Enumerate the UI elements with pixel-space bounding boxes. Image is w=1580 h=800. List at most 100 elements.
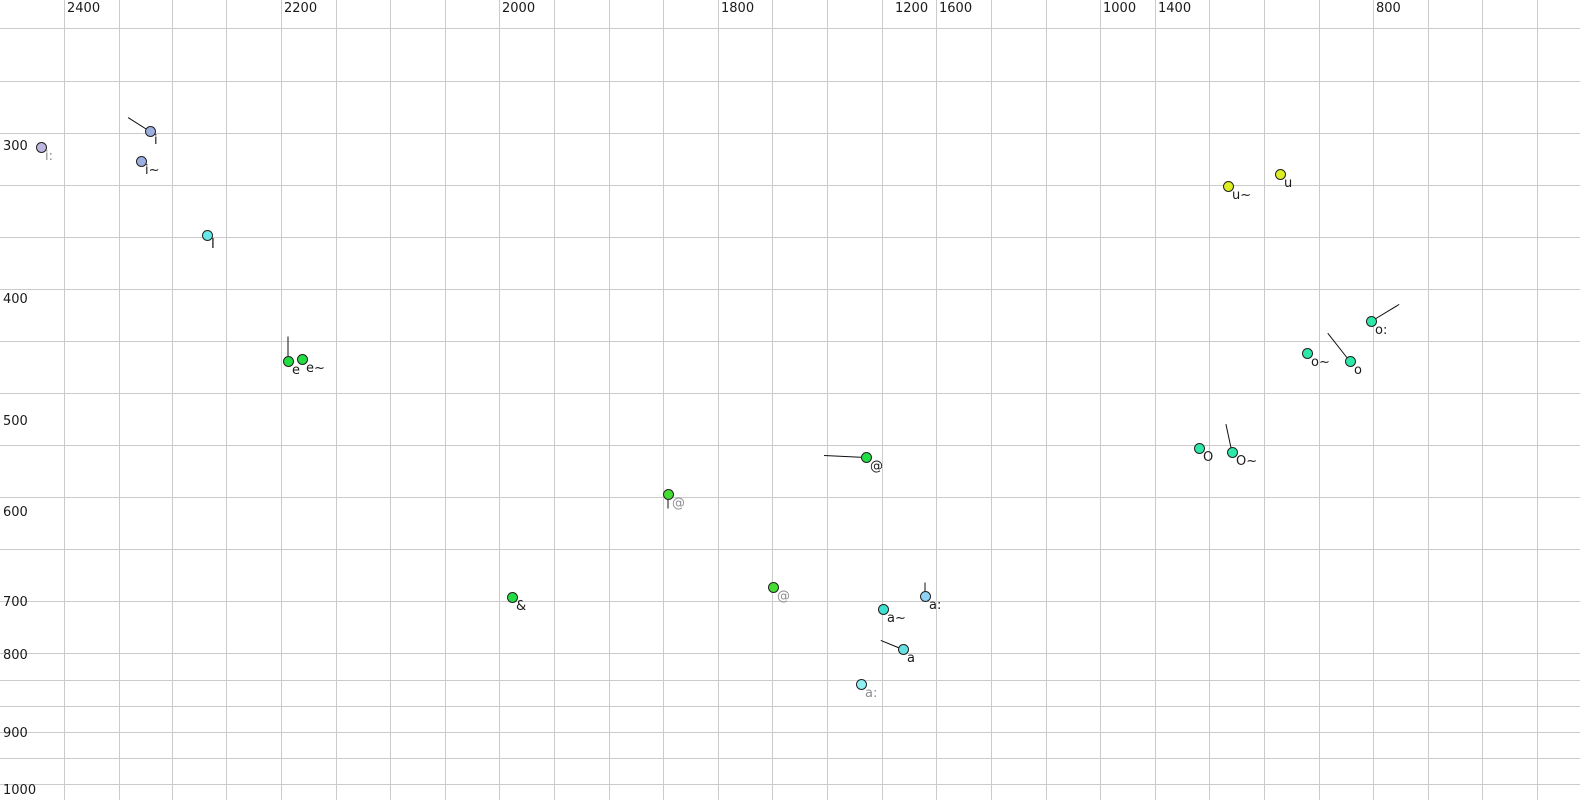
vowel-point-Onasal[interactable] xyxy=(1226,446,1238,458)
y-tick-label: 500 xyxy=(3,414,28,429)
gridline-vertical xyxy=(1209,0,1210,800)
gridline-vertical xyxy=(772,0,773,800)
vowel-point-along[interactable] xyxy=(919,590,931,602)
gridline-vertical xyxy=(609,0,610,800)
gridline-horizontal xyxy=(0,185,1580,186)
vowel-point-label: O xyxy=(1203,450,1214,465)
vowel-point-label: i~ xyxy=(145,163,160,178)
vowel-point-label: o: xyxy=(1375,323,1388,338)
x-tick-label: 1200 xyxy=(895,1,929,16)
vowel-point-anasal[interactable] xyxy=(877,603,889,615)
gridline-horizontal xyxy=(0,289,1580,290)
vowel-point-a[interactable] xyxy=(897,643,909,655)
x-tick-label: 1400 xyxy=(1158,1,1192,16)
gridline-vertical xyxy=(663,0,664,800)
gridline-vertical xyxy=(1100,0,1101,800)
gridline-vertical xyxy=(1482,0,1483,800)
gridline-vertical xyxy=(172,0,173,800)
vowel-point-label: i: xyxy=(45,149,53,164)
vowel-point-e[interactable] xyxy=(282,355,294,367)
vowel-point-label: O~ xyxy=(1236,454,1258,469)
vowel-point-I[interactable] xyxy=(201,229,213,241)
y-tick-label: 1000 xyxy=(3,783,37,798)
gridline-horizontal xyxy=(0,341,1580,342)
gridline-horizontal xyxy=(0,549,1580,550)
gridline-horizontal xyxy=(0,784,1580,785)
vowel-point-ae[interactable] xyxy=(506,591,518,603)
gridline-horizontal xyxy=(0,706,1580,707)
gridline-horizontal xyxy=(0,445,1580,446)
gridline-vertical xyxy=(390,0,391,800)
x-tick-label: 2000 xyxy=(502,1,536,16)
y-tick-label: 400 xyxy=(3,292,28,307)
vowel-point-inasal[interactable] xyxy=(135,155,147,167)
y-tick-label: 800 xyxy=(3,648,28,663)
vowel-point-label: @ xyxy=(870,459,883,474)
gridline-horizontal xyxy=(0,133,1580,134)
vowel-point-O[interactable] xyxy=(1193,442,1205,454)
gridline-vertical xyxy=(64,0,65,800)
vowel-point-label: I xyxy=(211,237,215,252)
vowel-point-ilong[interactable] xyxy=(35,141,47,153)
vowel-point-label: u xyxy=(1284,176,1293,191)
vowel-point-schwa[interactable] xyxy=(662,488,674,500)
gridline-vertical xyxy=(827,0,828,800)
x-tick-label: 1000 xyxy=(1103,1,1137,16)
gridline-horizontal xyxy=(0,680,1580,681)
x-tick-label: 2400 xyxy=(67,1,101,16)
gridline-vertical xyxy=(1046,0,1047,800)
gridline-vertical xyxy=(1155,0,1156,800)
gridline-horizontal xyxy=(0,393,1580,394)
vowel-point-onasal[interactable] xyxy=(1301,347,1313,359)
vowel-point-unasal[interactable] xyxy=(1222,180,1234,192)
vowel-point-enasal[interactable] xyxy=(296,353,308,365)
x-tick-label: 800 xyxy=(1376,1,1401,16)
gridline-horizontal xyxy=(0,497,1580,498)
vowel-point-i[interactable] xyxy=(144,125,156,137)
vowel-point-olong[interactable] xyxy=(1365,315,1377,327)
vowel-point-along[interactable] xyxy=(855,678,867,690)
vowel-point-label: @ xyxy=(777,589,790,604)
vowel-point-label: a: xyxy=(865,686,878,701)
vowel-point-label: o~ xyxy=(1311,355,1330,370)
x-tick-label: 2200 xyxy=(284,1,318,16)
point-trajectory-line xyxy=(823,455,867,458)
vowel-point-label: u~ xyxy=(1232,188,1252,203)
gridline-vertical xyxy=(1264,0,1265,800)
x-tick-label: 1800 xyxy=(721,1,755,16)
gridline-vertical xyxy=(119,0,120,800)
vowel-point-label: e~ xyxy=(306,361,325,376)
gridline-vertical xyxy=(226,0,227,800)
gridline-horizontal xyxy=(0,601,1580,602)
gridline-vertical xyxy=(1428,0,1429,800)
vowel-point-schwa[interactable] xyxy=(767,581,779,593)
vowel-point-label: a xyxy=(907,651,915,666)
gridline-vertical xyxy=(718,0,719,800)
gridline-vertical xyxy=(445,0,446,800)
x-tick-label: 1600 xyxy=(939,1,973,16)
vowel-point-u[interactable] xyxy=(1274,168,1286,180)
vowel-point-label: a: xyxy=(929,598,942,613)
y-tick-label: 300 xyxy=(3,139,28,154)
vowel-point-label: a~ xyxy=(887,611,906,626)
gridline-vertical xyxy=(991,0,992,800)
vowel-point-schwa[interactable] xyxy=(860,451,872,463)
gridline-vertical xyxy=(336,0,337,800)
gridline-vertical xyxy=(499,0,500,800)
gridline-horizontal xyxy=(0,237,1580,238)
gridline-vertical xyxy=(936,0,937,800)
gridline-vertical xyxy=(1319,0,1320,800)
gridline-horizontal xyxy=(0,758,1580,759)
gridline-horizontal xyxy=(0,81,1580,82)
vowel-point-o[interactable] xyxy=(1344,355,1356,367)
gridline-horizontal xyxy=(0,28,1580,29)
gridline-vertical xyxy=(1537,0,1538,800)
vowel-point-label: e xyxy=(292,363,300,378)
vowel-point-label: & xyxy=(516,599,527,614)
gridline-horizontal xyxy=(0,653,1580,654)
gridline-horizontal xyxy=(0,732,1580,733)
vowel-point-label: i xyxy=(154,133,158,148)
y-tick-label: 600 xyxy=(3,505,28,520)
gridline-vertical xyxy=(882,0,883,800)
